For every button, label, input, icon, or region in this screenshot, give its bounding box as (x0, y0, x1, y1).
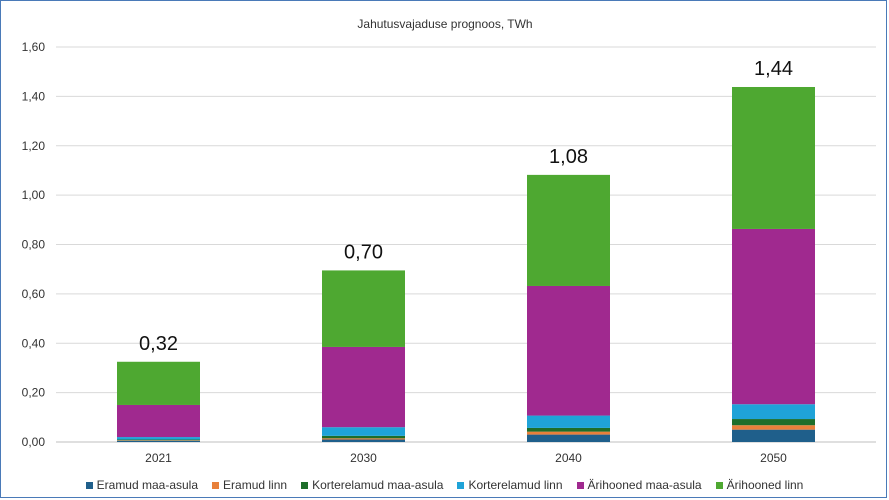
y-tick-label: 0,00 (22, 435, 46, 449)
bar-segment (117, 437, 200, 440)
total-data-label: 0,70 (344, 241, 383, 263)
y-tick-label: 1,00 (22, 188, 46, 202)
bar-segment (322, 427, 405, 436)
bar-segment (732, 228, 815, 405)
bar-segment (732, 86, 815, 229)
bar-segment (117, 440, 200, 442)
legend-swatch (457, 481, 465, 489)
y-tick-label: 1,40 (22, 89, 46, 103)
bar-segment (322, 435, 405, 439)
bar-segment (322, 439, 405, 442)
total-data-label: 1,44 (754, 58, 793, 80)
legend-swatch (576, 481, 584, 489)
legend-item: Ärihooned linn (715, 478, 804, 492)
bar-segment (732, 419, 815, 426)
y-tick-label: 0,20 (22, 386, 46, 400)
x-tick-label: 2050 (760, 451, 787, 465)
bar-segment (527, 285, 610, 416)
total-data-label: 1,08 (549, 146, 588, 168)
legend-label: Eramud linn (223, 478, 288, 492)
legend-swatch (715, 481, 723, 489)
legend-item: Eramud maa-asula (85, 478, 199, 492)
x-tick-label: 2021 (145, 451, 172, 465)
bar-segment (732, 404, 815, 420)
legend-label: Ärihooned linn (726, 478, 804, 492)
bar-segment (322, 346, 405, 428)
chart-canvas: Jahutusvajaduse prognoos, TWh 0,000,200,… (22, 17, 876, 465)
y-tick-label: 0,80 (22, 238, 46, 252)
legend-swatch (212, 481, 220, 489)
bar-segment (527, 415, 610, 428)
legend-label: Korterelamud linn (468, 478, 563, 492)
bar-segment (527, 434, 610, 442)
bar-segment (117, 361, 200, 405)
bar-segment (527, 174, 610, 286)
grid-layer: 0,00 0,20 0,40 0,60 0,80 1,00 1,20 1,40 1,60 (22, 40, 876, 449)
chart-title: Jahutusvajaduse prognoos, TWh (357, 17, 532, 31)
x-tick-label: 2040 (555, 451, 582, 465)
y-tick-label: 0,40 (22, 336, 46, 350)
bar-segment (732, 429, 815, 442)
legend-item: Korterelamud maa-asula (301, 478, 443, 492)
bar-segment (117, 439, 200, 441)
legend-swatch (301, 481, 309, 489)
legend-label: Eramud maa-asula (96, 478, 199, 492)
bar-segment (527, 427, 610, 432)
x-tick-label: 2030 (350, 451, 377, 465)
bar-segment (527, 431, 610, 435)
legend-item: Korterelamud linn (457, 478, 563, 492)
y-tick-label: 1,20 (22, 139, 46, 153)
bar-segment (117, 404, 200, 438)
y-tick-label: 1,60 (22, 40, 46, 54)
legend-label: Ärihooned maa-asula (587, 478, 702, 492)
total-data-label: 0,32 (139, 333, 178, 355)
bar-segment (732, 425, 815, 430)
legend-item: Eramud linn (212, 478, 287, 492)
legend-item: Ärihooned maa-asula (576, 478, 702, 492)
labels-layer: 0,32 2021 0,70 2030 1,08 2040 1,44 2050 (139, 58, 793, 465)
legend: Eramud maa-asula Eramud linn Korterelamud … (1, 475, 888, 495)
legend-label: Korterelamud maa-asula (312, 478, 444, 492)
bar-segment (322, 438, 405, 440)
y-tick-label: 0,60 (22, 287, 46, 301)
bars-layer (117, 86, 815, 442)
bar-segment (322, 270, 405, 347)
legend-swatch (85, 481, 93, 489)
